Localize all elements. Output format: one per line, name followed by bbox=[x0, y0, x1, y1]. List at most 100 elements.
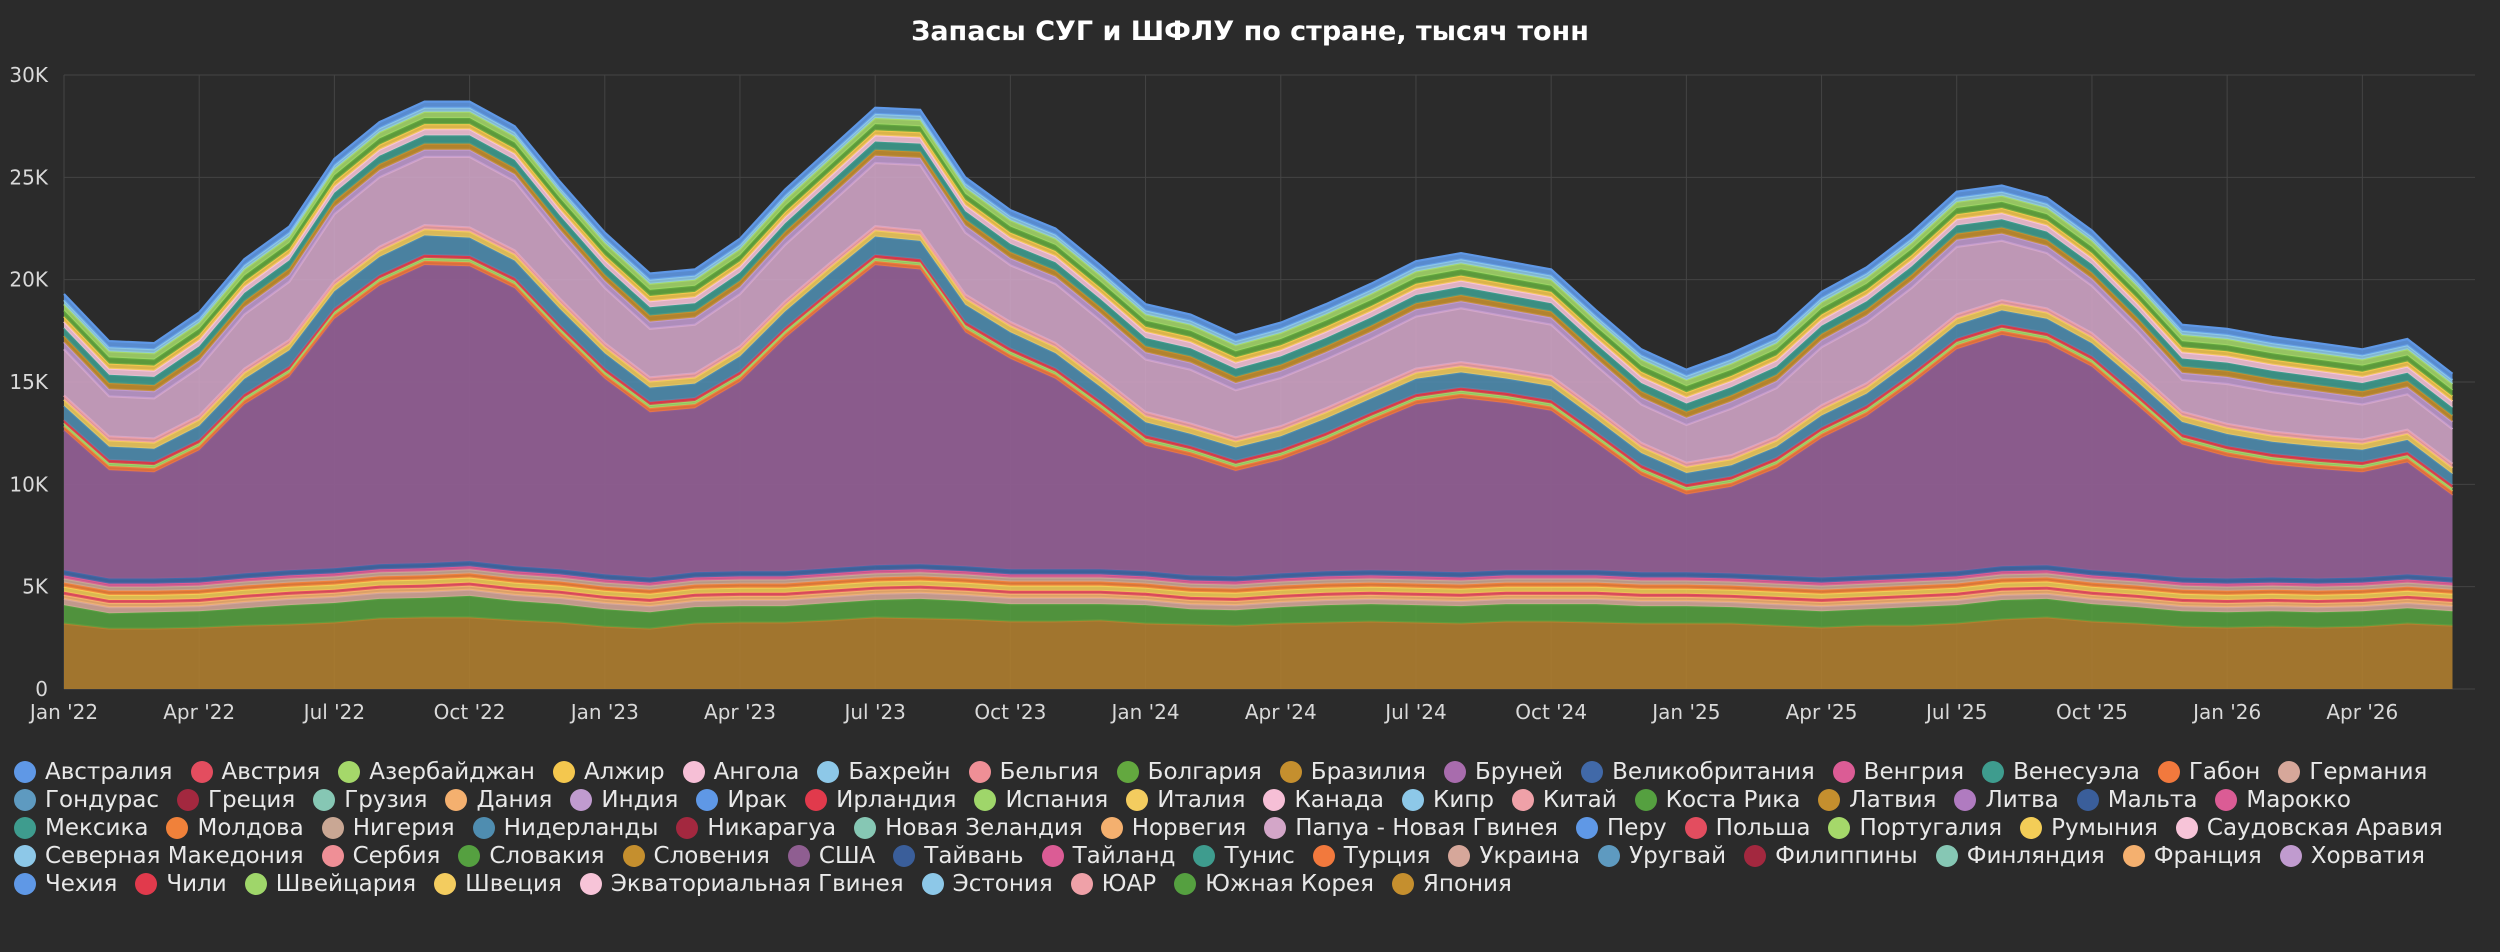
legend-item[interactable]: Новая Зеландия bbox=[854, 814, 1083, 842]
legend-item[interactable]: Швеция bbox=[434, 870, 562, 898]
x-tick-label: Oct '23 bbox=[974, 700, 1046, 724]
legend-item[interactable]: Никарагуа bbox=[676, 814, 836, 842]
y-tick-label: 5K bbox=[22, 575, 49, 599]
legend-label: ЮАР bbox=[1101, 871, 1157, 897]
legend-item[interactable]: Испания bbox=[974, 786, 1108, 814]
legend-item[interactable]: ЮАР bbox=[1070, 870, 1157, 898]
legend-item[interactable]: Эстония bbox=[921, 870, 1053, 898]
legend-item[interactable]: Болгария bbox=[1116, 758, 1262, 786]
legend-item[interactable]: Великобритания bbox=[1581, 758, 1815, 786]
legend-item[interactable]: Мальта bbox=[2076, 786, 2197, 814]
legend-item[interactable]: Индия bbox=[570, 786, 678, 814]
legend-item[interactable]: Турция bbox=[1312, 842, 1430, 870]
legend-item[interactable]: Польша bbox=[1684, 814, 1810, 842]
legend-item[interactable]: Финляндия bbox=[1935, 842, 2105, 870]
legend-item[interactable]: Гондурас bbox=[14, 786, 159, 814]
legend-item[interactable]: Кипр bbox=[1402, 786, 1494, 814]
legend-item[interactable]: Саудовская Аравия bbox=[2175, 814, 2443, 842]
legend-item[interactable]: Мексика bbox=[14, 814, 148, 842]
legend-item[interactable]: Грузия bbox=[313, 786, 427, 814]
legend-item[interactable]: Филиппины bbox=[1744, 842, 1918, 870]
legend-item[interactable]: Азербайджан bbox=[338, 758, 535, 786]
legend-item[interactable]: Ангола bbox=[682, 758, 799, 786]
legend-item[interactable]: Австралия bbox=[14, 758, 173, 786]
x-tick-label: Apr '24 bbox=[1245, 700, 1317, 724]
legend-item[interactable]: США bbox=[787, 842, 876, 870]
legend-marker-icon bbox=[622, 845, 645, 867]
legend-label: Хорватия bbox=[2310, 843, 2425, 869]
legend-item[interactable]: Коста Рика bbox=[1634, 786, 1800, 814]
legend-item[interactable]: Япония bbox=[1391, 870, 1512, 898]
legend-item[interactable]: Нидерланды bbox=[472, 814, 658, 842]
legend-marker-icon bbox=[1684, 817, 1707, 839]
legend-item[interactable]: Германия bbox=[2278, 758, 2427, 786]
area-series[interactable] bbox=[64, 617, 2453, 689]
legend-item[interactable]: Норвегия bbox=[1100, 814, 1246, 842]
legend-marker-icon bbox=[2157, 761, 2180, 783]
legend-item[interactable]: Китай bbox=[1511, 786, 1617, 814]
area-series[interactable] bbox=[64, 589, 2453, 614]
legend-item[interactable]: Хорватия bbox=[2279, 842, 2425, 870]
legend-marker-icon bbox=[14, 789, 36, 811]
legend-item[interactable]: Южная Корея bbox=[1174, 870, 1374, 898]
legend-item[interactable]: Латвия bbox=[1818, 786, 1936, 814]
area-series[interactable] bbox=[64, 561, 2453, 584]
legend-item[interactable]: Чехия bbox=[14, 870, 117, 898]
legend-item[interactable]: Ирак bbox=[696, 786, 787, 814]
legend-item[interactable]: Тайвань bbox=[893, 842, 1024, 870]
legend-item[interactable]: Бруней bbox=[1443, 758, 1563, 786]
x-tick-label: Jul '22 bbox=[302, 700, 365, 724]
legend-item[interactable]: Греция bbox=[177, 786, 295, 814]
area-series[interactable] bbox=[64, 577, 2453, 601]
legend-item[interactable]: Швейцария bbox=[244, 870, 416, 898]
legend-label: США bbox=[818, 843, 876, 869]
legend-item[interactable]: Северная Македония bbox=[14, 842, 304, 870]
legend-marker-icon bbox=[1174, 873, 1197, 895]
legend-item[interactable]: Австрия bbox=[190, 758, 320, 786]
legend-item[interactable]: Словакия bbox=[458, 842, 605, 870]
legend-marker-icon bbox=[1116, 761, 1139, 783]
legend-item[interactable]: Габон bbox=[2157, 758, 2260, 786]
x-tick-label: Jan '25 bbox=[1650, 700, 1720, 724]
legend-item[interactable]: Канада bbox=[1263, 786, 1384, 814]
area-series[interactable] bbox=[64, 595, 2453, 629]
legend-item[interactable]: Бельгия bbox=[968, 758, 1099, 786]
legend-item[interactable]: Бразилия bbox=[1279, 758, 1426, 786]
area-series[interactable] bbox=[64, 156, 2453, 464]
legend-item[interactable]: Экваториальная Гвинея bbox=[579, 870, 904, 898]
legend-item[interactable]: Алжир bbox=[552, 758, 665, 786]
legend-item[interactable]: Сербия bbox=[321, 842, 440, 870]
legend-label: Дания bbox=[476, 787, 553, 813]
legend-item[interactable]: Италия bbox=[1126, 786, 1245, 814]
legend-label: Германия bbox=[2309, 759, 2428, 785]
legend-label: Болгария bbox=[1147, 759, 1262, 785]
legend-marker-icon bbox=[166, 817, 189, 839]
area-series[interactable] bbox=[64, 265, 2453, 579]
legend-label: Экваториальная Гвинея bbox=[610, 871, 904, 897]
legend-item[interactable]: Марокко bbox=[2215, 786, 2351, 814]
legend-item[interactable]: Словения bbox=[622, 842, 770, 870]
legend-item[interactable]: Португалия bbox=[1828, 814, 2002, 842]
legend-marker-icon bbox=[2278, 761, 2301, 783]
legend-item[interactable]: Румыния bbox=[2020, 814, 2158, 842]
y-tick-label: 15K bbox=[9, 370, 48, 394]
legend-item[interactable]: Ирландия bbox=[805, 786, 956, 814]
legend-item[interactable]: Литва bbox=[1954, 786, 2059, 814]
legend-label: Индия bbox=[601, 787, 679, 813]
legend-item[interactable]: Бахрейн bbox=[817, 758, 951, 786]
legend-item[interactable]: Франция bbox=[2122, 842, 2262, 870]
legend-item[interactable]: Молдова bbox=[166, 814, 304, 842]
legend-item[interactable]: Тайланд bbox=[1041, 842, 1175, 870]
legend-item[interactable]: Чили bbox=[135, 870, 227, 898]
legend-label: Испания bbox=[1005, 787, 1109, 813]
legend-item[interactable]: Нигерия bbox=[321, 814, 455, 842]
legend-item[interactable]: Венесуэла bbox=[1982, 758, 2140, 786]
legend-item[interactable]: Тунис bbox=[1193, 842, 1295, 870]
legend-marker-icon bbox=[893, 845, 916, 867]
legend-item[interactable]: Венгрия bbox=[1832, 758, 1964, 786]
legend-item[interactable]: Украина bbox=[1448, 842, 1580, 870]
legend-item[interactable]: Перу bbox=[1576, 814, 1667, 842]
legend-item[interactable]: Уругвай bbox=[1598, 842, 1726, 870]
legend-item[interactable]: Папуа - Новая Гвинея bbox=[1264, 814, 1558, 842]
legend-item[interactable]: Дания bbox=[445, 786, 552, 814]
